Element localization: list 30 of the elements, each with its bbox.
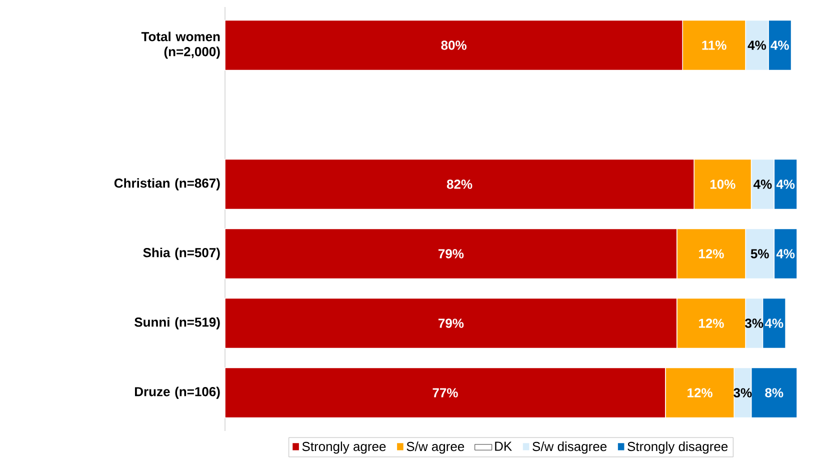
data-label: 5% — [750, 249, 769, 258]
data-label: 12% — [688, 388, 712, 398]
data-label: 3% — [734, 388, 752, 398]
data-label: 4% — [776, 249, 795, 258]
legend-label: S/w disagree — [532, 442, 607, 454]
data-label: 77% — [432, 388, 458, 398]
y-tick-label: Druze (n=106) — [135, 386, 220, 399]
data-label: 79% — [438, 249, 464, 258]
y-tick-label: Total women (n=2,000) — [141, 32, 220, 59]
data-label: 12% — [699, 249, 724, 258]
data-label: 80% — [441, 40, 466, 50]
legend-label: Strongly agree — [302, 442, 386, 454]
data-label: 8% — [765, 388, 784, 398]
legend-label: DK — [495, 442, 512, 451]
data-label: 12% — [699, 318, 724, 328]
data-label: 4% — [770, 40, 789, 50]
data-label: 10% — [710, 180, 736, 189]
legend-label: Strongly disagree — [628, 442, 728, 454]
data-label: 11% — [702, 40, 726, 50]
data-label: 4% — [776, 180, 795, 189]
data-label: 82% — [446, 180, 472, 189]
data-label: 3% — [745, 318, 764, 328]
data-label: 4% — [764, 318, 784, 328]
data-label: 4% — [748, 40, 766, 50]
legend-label: S/w agree — [406, 442, 464, 454]
y-tick-label: Shia (n=507) — [143, 248, 220, 260]
y-tick-label: Christian (n=867) — [114, 178, 220, 190]
data-label: 79% — [438, 318, 464, 328]
data-label: 4% — [753, 180, 772, 189]
y-tick-label: Sunni (n=519) — [134, 317, 220, 330]
